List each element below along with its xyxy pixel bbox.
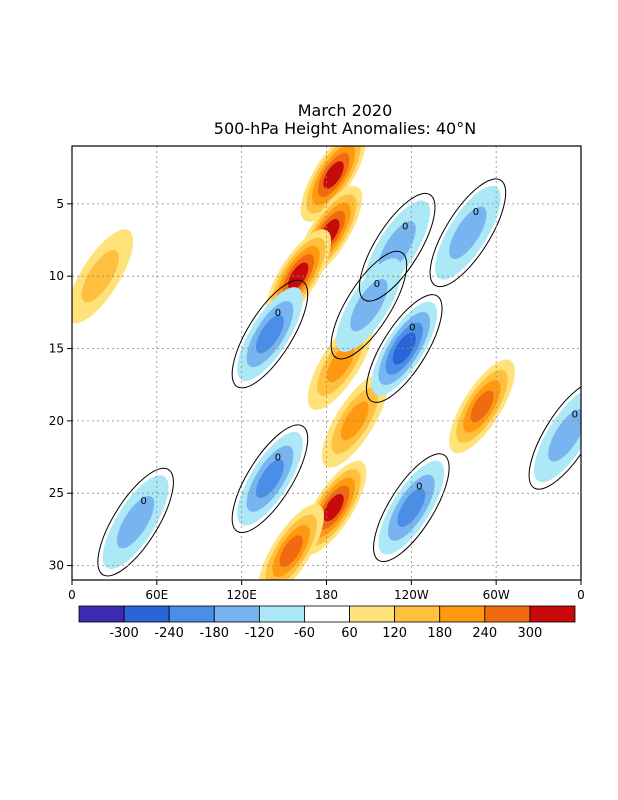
y-axis-ticks: 5 10 15 20 25 30 [49,197,72,573]
colorbar: -300 -240 -180 -120 -60 60 120 180 240 300 [78,605,576,641]
x-tick-label: 120E [226,588,257,602]
anomaly-blob [336,258,402,353]
gridlines [72,146,581,580]
contour-label: 0 [473,207,479,218]
zero-contour [373,453,450,563]
colorbar-label: -240 [154,626,184,641]
y-tick-label: 15 [49,342,64,356]
colorbar-label: 240 [472,626,497,641]
colorbar-swatch [529,605,576,623]
anomaly-blob [449,359,515,454]
contour-label: 0 [374,279,380,290]
zero-contour [429,178,507,288]
colorbar-label: -180 [200,626,230,641]
x-tick-label: 60W [483,588,510,602]
colorbar-swatch [123,605,170,623]
x-tick-label: 0 [577,588,585,602]
contour-label: 0 [140,496,146,507]
colorbar-label: -120 [245,626,275,641]
y-tick-label: 30 [49,559,64,573]
colorbar-label: -300 [109,626,139,641]
plot-area: 0 0 0 0 0 0 0 0 0 [72,146,581,580]
zero-contour [365,294,443,403]
anomaly-blob [371,301,438,396]
zero-contour [231,424,309,534]
x-tick-label: 60E [145,588,168,602]
colorbar-label: 180 [427,626,452,641]
colorbar-swatch [349,605,396,623]
zero-contour [97,467,174,577]
colorbar-label: -60 [294,626,315,641]
colorbar-swatch [258,605,305,623]
x-tick-label: 180 [315,588,338,602]
chart-subtitle: 500-hPa Height Anomalies: 40°N [214,119,476,138]
zero-contour [528,380,581,490]
y-tick-label: 5 [56,197,64,211]
anomaly-blob [72,229,134,324]
x-tick-label: 0 [68,588,76,602]
contour-label: 0 [275,453,281,464]
zero-contours: 0 0 0 0 0 0 0 0 0 [97,178,581,577]
anomaly-blob [258,504,324,580]
contour-label: 0 [572,409,578,420]
anomaly-blob [102,475,169,570]
zero-contour [358,192,436,302]
colorbar-swatch [439,605,486,623]
anomaly-blob [435,185,501,280]
colorbar-swatch [168,605,215,623]
y-tick-label: 10 [49,269,64,283]
anomaly-blob [300,146,367,222]
zero-contour [330,250,408,360]
colorbar-swatch [78,605,125,623]
contour-label: 0 [402,221,408,232]
colorbar-swatch [304,605,350,623]
anomaly-blob [321,373,388,468]
contour-label: 0 [409,323,415,334]
anomaly-blob [237,431,303,526]
zero-contour [231,279,309,389]
colorbar-label: 60 [341,626,358,641]
colorbar-swatch [394,605,441,623]
anomaly-blob [534,388,581,483]
anomaly-blob [237,287,303,381]
chart-title: March 2020 [298,101,393,120]
contour-label: 0 [275,308,281,319]
colorbar-label: 120 [382,626,407,641]
colorbar-label: 300 [517,626,542,641]
colorbar-swatch [484,605,531,623]
x-axis-ticks: 0 60E 120E 180 120W 60W 0 [68,580,585,602]
x-tick-label: 120W [394,588,429,602]
contour-label: 0 [416,482,422,493]
colorbar-swatch [213,605,260,623]
anomaly-fills [72,146,581,580]
y-tick-label: 25 [49,486,64,500]
y-tick-label: 20 [49,414,64,428]
